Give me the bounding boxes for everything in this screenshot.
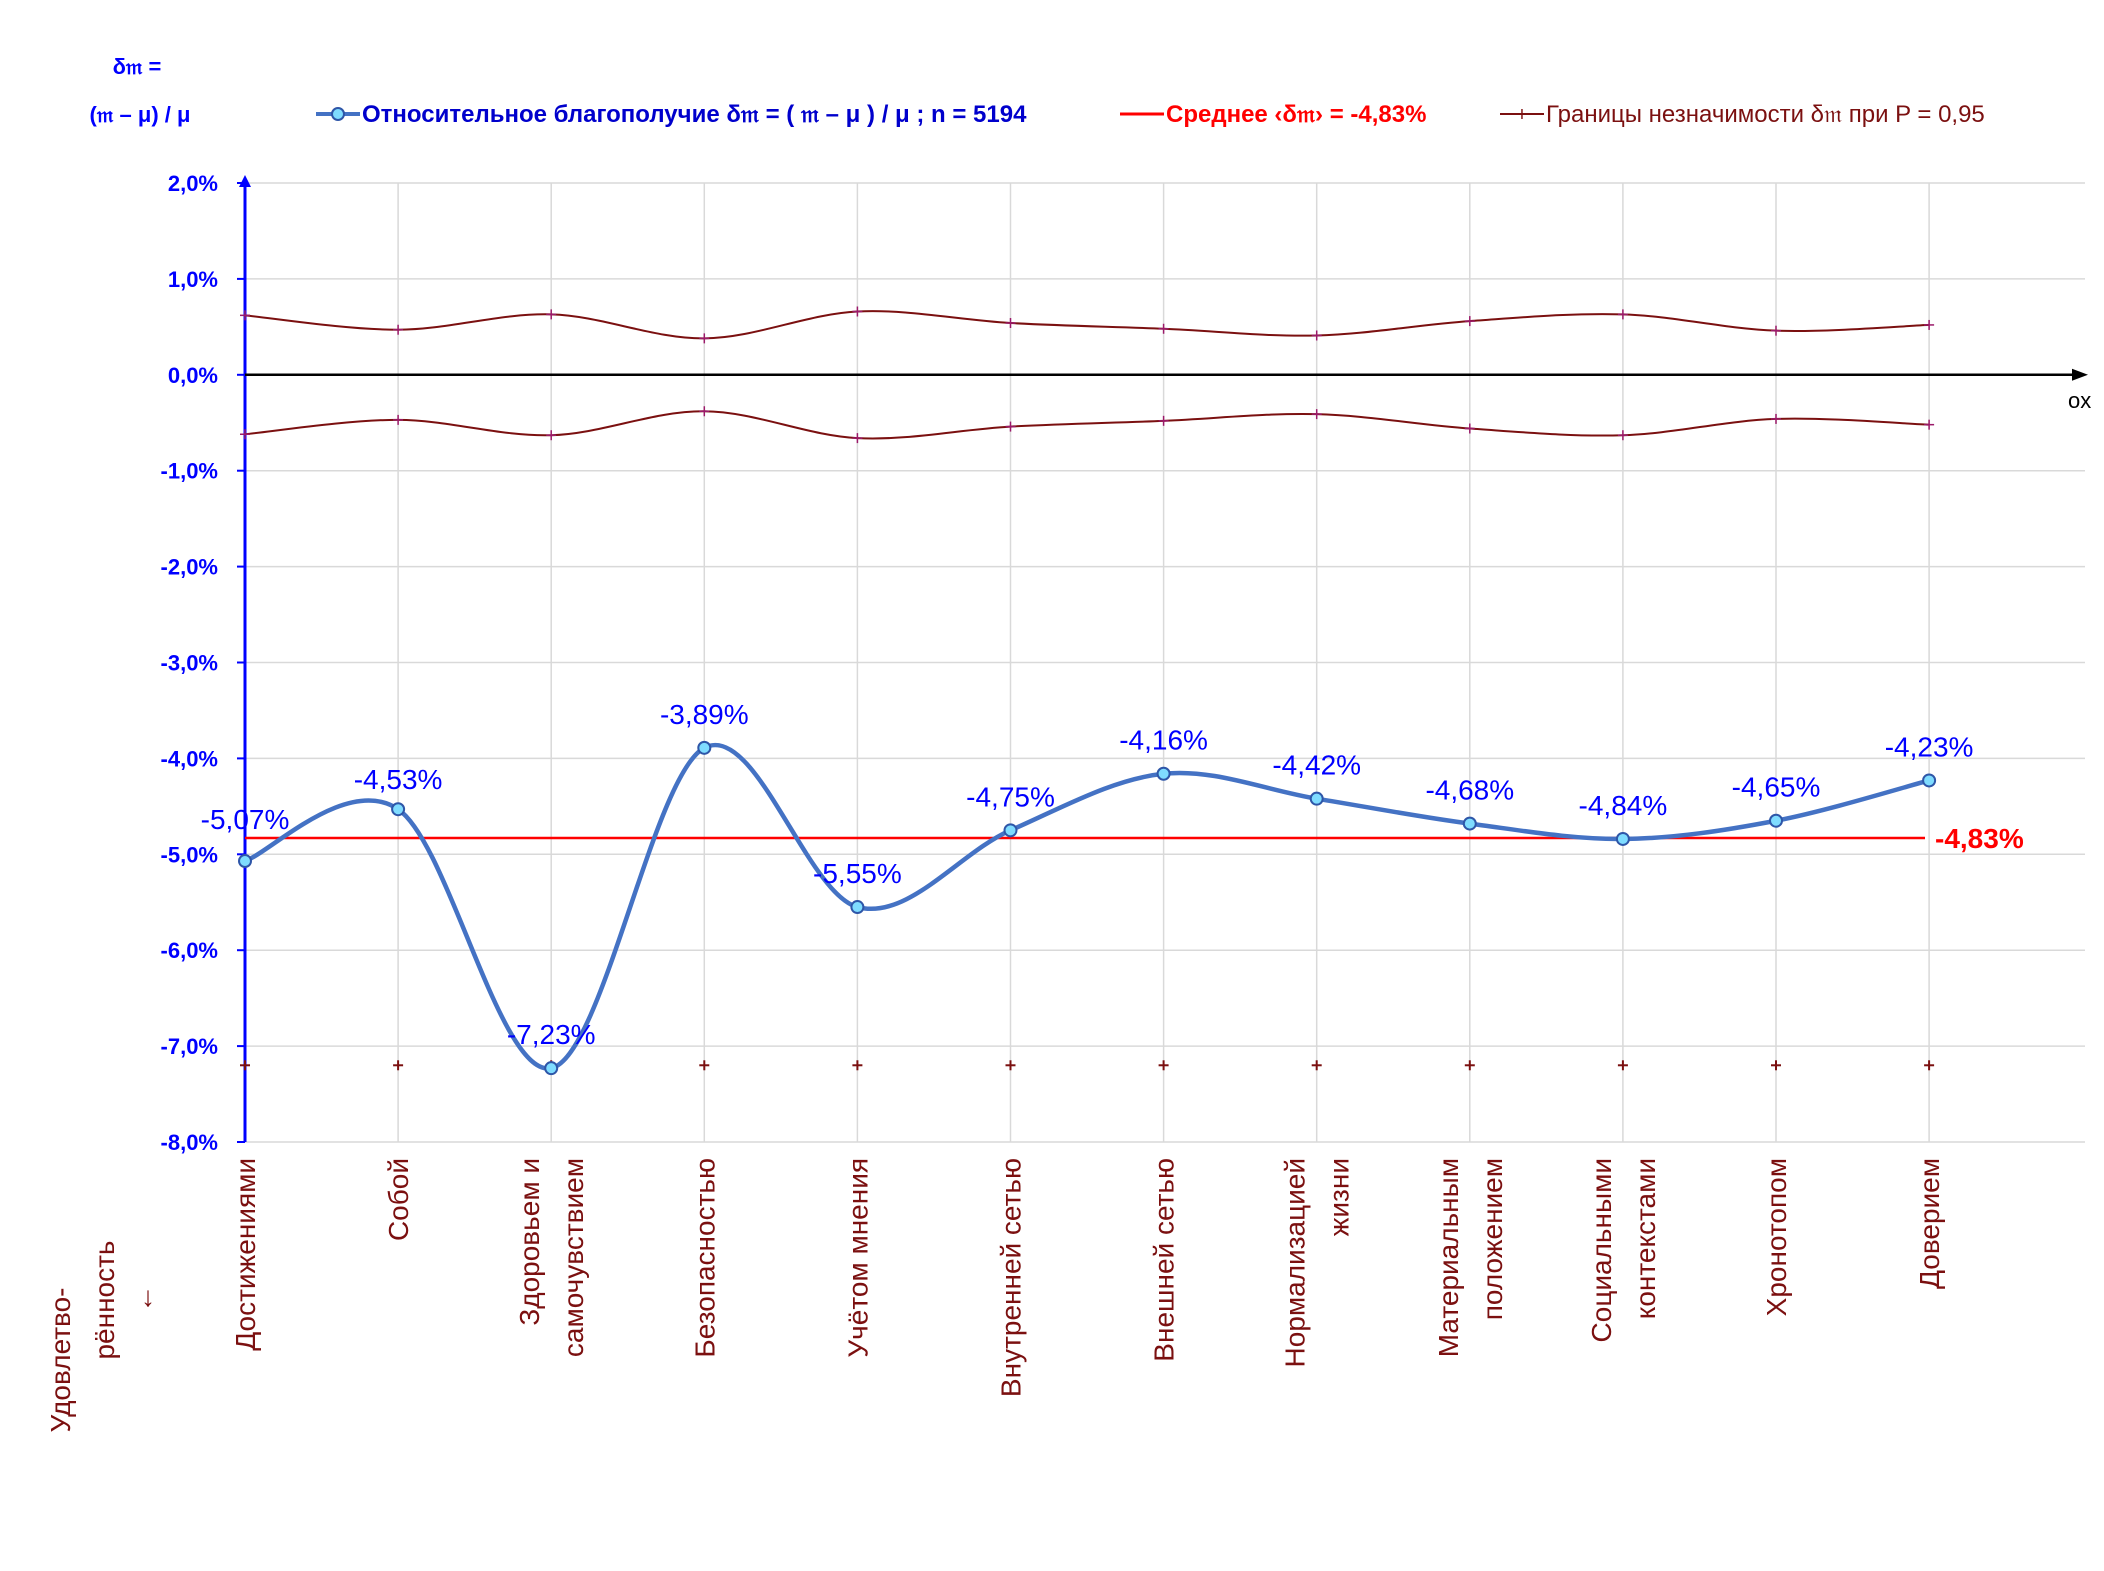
- x-tick-label-line: Здоровьем и: [514, 1158, 545, 1326]
- data-point: [1769, 813, 1783, 828]
- x-caption-line2: рённость: [89, 1240, 120, 1359]
- data-label: -4,42%: [1272, 750, 1361, 781]
- data-label: -4,65%: [1732, 772, 1821, 803]
- x-tick-label-line: положением: [1477, 1158, 1508, 1320]
- x-axis-name: ox: [2068, 388, 2091, 413]
- y-tick-label: 0,0%: [168, 363, 218, 388]
- legend: Относительное благополучие δ𝔪 = ( 𝔪 – μ …: [316, 101, 1985, 128]
- y-tick-label: -6,0%: [161, 938, 218, 963]
- y-axis-title-line2: (𝔪 – μ) / μ: [90, 102, 191, 127]
- legend-label-mean: Среднее ‹δ𝔪› = -4,83%: [1166, 101, 1426, 128]
- y-tick-label: 2,0%: [168, 171, 218, 196]
- x-caption: Удовлетво- рённость ↓: [45, 1240, 155, 1432]
- y-tick-label: -4,0%: [161, 746, 218, 771]
- x-tick-label: Собой: [383, 1158, 414, 1241]
- x-tick-labels: Достижениями Собой Здоровьем и самочувствие…: [230, 1158, 1945, 1397]
- y-axis-title-line1: δ𝔪 =: [113, 54, 162, 79]
- mean-label: -4,83%: [1935, 823, 2024, 854]
- x-tick-label: Хронотопом: [1761, 1158, 1792, 1316]
- data-label: -4,53%: [354, 764, 443, 795]
- y-tick-label: 1,0%: [168, 267, 218, 292]
- mean-line-group: -4,83%: [245, 823, 2024, 854]
- legend-label-relative-wellbeing: Относительное благополучие δ𝔪 = ( 𝔪 – μ …: [362, 101, 1027, 128]
- data-point: [1615, 831, 1630, 846]
- data-label: -4,16%: [1119, 725, 1208, 756]
- gridlines: [244, 182, 2085, 1143]
- series-line: [244, 742, 1930, 1071]
- data-point: [1922, 773, 1937, 788]
- y-tick-label: -1,0%: [161, 459, 218, 484]
- x-tick-label-line: Достижениями: [230, 1158, 261, 1351]
- x-tick-label: Внутренней сетью: [996, 1158, 1027, 1397]
- data-label: -4,75%: [966, 781, 1055, 812]
- y-tick-label: -3,0%: [161, 651, 218, 676]
- x-tick-label-line: Хронотопом: [1761, 1158, 1792, 1316]
- x-tick-label: Материальным положением: [1433, 1158, 1508, 1357]
- data-point: [238, 854, 252, 869]
- data-point: [544, 1061, 559, 1076]
- x-tick-label: Внешней сетью: [1149, 1158, 1180, 1362]
- x-tick-label: Нормализацией жизни: [1280, 1158, 1355, 1367]
- x-tick-label: Здоровьем и самочувствием: [514, 1158, 589, 1357]
- x-tick-label-line: Учётом мнения: [842, 1158, 873, 1358]
- y-axis-arrow: [239, 175, 251, 187]
- x-tick-label-line: Собой: [383, 1158, 414, 1241]
- y-tick-labels: 2,0% 1,0% 0,0% -1,0% -2,0% -3,0% -4,0% -5,0% -6,…: [161, 171, 218, 1155]
- data-point: [850, 900, 865, 915]
- x-tick-label-line: Внутренней сетью: [996, 1158, 1027, 1397]
- x-caption-line1: Удовлетво-: [45, 1287, 76, 1432]
- x-tick-label-line: Безопасностью: [689, 1158, 720, 1358]
- data-point: [391, 802, 406, 817]
- data-label: -4,84%: [1579, 790, 1668, 821]
- x-tick-label: Безопасностью: [689, 1158, 720, 1358]
- data-point: [1309, 791, 1324, 806]
- relative-wellbeing-series: [238, 740, 1937, 1076]
- x-tick-label-line: Материальным: [1433, 1158, 1464, 1357]
- lower-bound-line: [244, 410, 1930, 440]
- x-tick-label: Достижениями: [230, 1158, 261, 1351]
- data-point: [697, 740, 712, 755]
- axes: [237, 175, 2088, 1143]
- x-tick-label: Доверием: [1914, 1158, 1945, 1289]
- y-tick-label: -8,0%: [161, 1130, 218, 1155]
- data-label: -4,23%: [1885, 731, 1974, 762]
- insignificance-bounds: [240, 306, 1935, 1071]
- legend-marker-insignificance-bounds: +: [1516, 104, 1528, 126]
- data-label: -7,23%: [507, 1019, 596, 1050]
- data-label: -5,07%: [201, 804, 290, 835]
- y-tick-label: -5,0%: [161, 842, 218, 867]
- x-axis-arrow: [2072, 368, 2088, 381]
- data-point: [1003, 823, 1018, 838]
- data-label: -4,68%: [1425, 775, 1514, 806]
- legend-marker-relative-wellbeing: [331, 107, 345, 121]
- data-point: [1156, 766, 1171, 781]
- data-label: -5,55%: [813, 858, 902, 889]
- data-point: [1462, 816, 1477, 831]
- x-caption-arrow: ↓: [141, 1281, 155, 1312]
- x-tick-label-line: Нормализацией: [1280, 1158, 1311, 1367]
- x-tick-label-line: самочувствием: [558, 1158, 589, 1357]
- legend-label-insignificance-bounds: Границы незначимости δ𝔪 при P = 0,95: [1546, 101, 1985, 128]
- x-tick-label: Учётом мнения: [842, 1158, 873, 1358]
- x-tick-label-line: Социальными: [1586, 1158, 1617, 1342]
- x-tick-label-line: Доверием: [1914, 1158, 1945, 1289]
- data-labels: -5,07% -4,53% -7,23% -3,89% -5,55% -4,75% -4,1…: [201, 699, 1974, 1050]
- x-tick-label: Социальными контекстами: [1586, 1158, 1661, 1342]
- x-tick-label-line: Внешней сетью: [1149, 1158, 1180, 1362]
- y-tick-label: -7,0%: [161, 1034, 218, 1059]
- y-tick-label: -2,0%: [161, 555, 218, 580]
- x-tick-label-line: жизни: [1324, 1158, 1355, 1236]
- upper-bound-line: [244, 310, 1930, 340]
- x-tick-label-line: контекстами: [1630, 1158, 1661, 1319]
- data-label: -3,89%: [660, 699, 749, 730]
